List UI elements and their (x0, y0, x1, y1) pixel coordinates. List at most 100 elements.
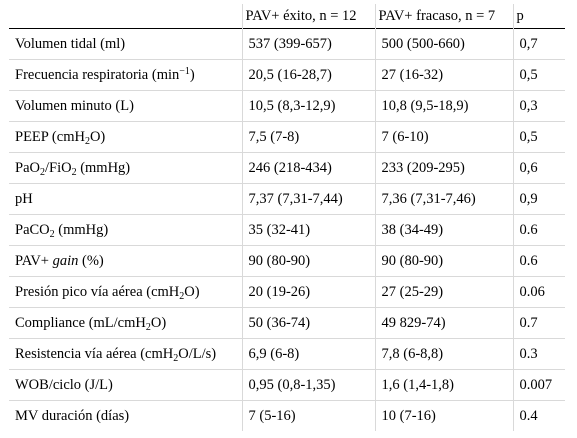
cell-success: 90 (80-90) (241, 245, 375, 277)
header-cell-p: p (512, 4, 565, 29)
parameter-text: Resistencia vía aérea (cmH (15, 346, 174, 362)
cell-parameter: PEEP (cmH2O) (9, 122, 242, 153)
parameter-sup: −1 (179, 66, 190, 77)
parameter-text: PaCO (15, 222, 50, 238)
parameter-text: pH (15, 191, 33, 207)
table-row: Compliance (mL/cmH2O) 50 (36-74) 49 829-74… (9, 307, 565, 339)
cell-parameter: PAV+ gain (%) (9, 246, 242, 277)
cell-success: 35 (32-41) (241, 214, 375, 246)
cell-failure: 27 (25-29) (374, 276, 513, 308)
parameter-after: ) (189, 67, 195, 83)
cell-parameter: Volumen tidal (ml) (9, 29, 242, 60)
parameter-text: Presión pico vía aérea (cmH (15, 284, 180, 300)
cell-p: 0,5 (512, 121, 565, 153)
table-row: Resistencia vía aérea (cmH2O/L/s) 6,9 (6-… (9, 338, 565, 370)
parameter-sub: 2 (179, 291, 185, 302)
parameter-sub2: 2 (71, 167, 77, 178)
table-row: Volumen minuto (L) 10,5 (8,3-12,9) 10,8 (9… (9, 90, 565, 122)
parameter-after: O) (184, 284, 200, 300)
cell-success: 7,37 (7,31-7,44) (241, 183, 375, 215)
table-row: Frecuencia respiratoria (min−1) 20,5 (16-… (9, 59, 565, 91)
parameter-mid: /FiO (44, 160, 72, 176)
parameter-sub: 2 (49, 229, 55, 240)
cell-parameter: Presión pico vía aérea (cmH2O) (9, 277, 242, 308)
parameter-text: PEEP (cmH (15, 129, 85, 145)
cell-parameter: Frecuencia respiratoria (min−1) (9, 60, 242, 91)
table-row: PaO2/FiO2 (mmHg) 246 (218-434) 233 (209-29… (9, 152, 565, 184)
cell-p: 0.6 (512, 245, 565, 277)
table-row: PAV+ gain (%) 90 (80-90) 90 (80-90) 0.6 (9, 245, 565, 277)
cell-success: 0,95 (0,8-1,35) (241, 369, 375, 401)
parameter-after: O/L/s) (178, 346, 217, 362)
cell-success: 6,9 (6-8) (241, 338, 375, 370)
cell-success: 10,5 (8,3-12,9) (241, 90, 375, 122)
cell-success: 537 (399-657) (241, 28, 375, 60)
parameter-after: O) (89, 129, 106, 145)
parameter-ital: gain (52, 253, 79, 269)
parameter-text: MV duración (días) (15, 408, 130, 424)
parameter-text: Compliance (mL/cmH (15, 315, 146, 331)
cell-failure: 10 (7-16) (374, 400, 513, 431)
parameter-after: (%) (78, 253, 104, 269)
cell-p: 0.6 (512, 214, 565, 246)
cell-p: 0,6 (512, 152, 565, 184)
parameter-sub: 2 (84, 136, 90, 147)
cell-success: 246 (218-434) (241, 152, 375, 184)
parameter-text: WOB/ciclo (J/L) (15, 377, 113, 393)
table-body: Volumen tidal (ml) 537 (399-657) 500 (500-… (9, 28, 565, 432)
cell-p: 0,5 (512, 59, 565, 91)
parameter-text: Volumen minuto (L) (15, 98, 134, 114)
cell-parameter: Compliance (mL/cmH2O) (9, 308, 242, 339)
cell-parameter: MV duración (días) (9, 401, 242, 432)
parameter-text: Frecuencia respiratoria (min (15, 67, 180, 83)
cell-success: 20,5 (16-28,7) (241, 59, 375, 91)
table-row: PEEP (cmH2O) 7,5 (7-8) 7 (6-10) 0,5 (9, 121, 565, 153)
cell-p: 0,9 (512, 183, 565, 215)
cell-p: 0.007 (512, 369, 565, 401)
cell-failure: 27 (16-32) (374, 59, 513, 91)
cell-p: 0.06 (512, 276, 565, 308)
cell-failure: 7,8 (6-8,8) (374, 338, 513, 370)
cell-parameter: WOB/ciclo (J/L) (9, 370, 242, 401)
cell-p: 0,7 (512, 28, 565, 60)
parameter-sub: 2 (145, 322, 151, 333)
parameter-after: (mmHg) (76, 160, 131, 176)
cell-failure: 90 (80-90) (374, 245, 513, 277)
cell-parameter: PaO2/FiO2 (mmHg) (9, 153, 242, 184)
header-cell-success: PAV+ éxito, n = 12 (241, 4, 375, 29)
cell-p: 0,3 (512, 90, 565, 122)
cell-success: 7 (5-16) (241, 400, 375, 431)
parameter-text: PaO (15, 160, 40, 176)
cell-failure: 500 (500-660) (374, 28, 513, 60)
parameter-text: PAV+ (15, 253, 53, 269)
cell-failure: 7 (6-10) (374, 121, 513, 153)
cell-failure: 7,36 (7,31-7,46) (374, 183, 513, 215)
table-row: Presión pico vía aérea (cmH2O) 20 (19-26)… (9, 276, 565, 308)
cell-success: 20 (19-26) (241, 276, 375, 308)
header-row: PAV+ éxito, n = 12 PAV+ fracaso, n = 7 p (9, 4, 565, 29)
cell-failure: 38 (34-49) (374, 214, 513, 246)
table-row: Volumen tidal (ml) 537 (399-657) 500 (500-… (9, 28, 565, 60)
cell-parameter: PaCO2 (mmHg) (9, 215, 242, 246)
cell-failure: 1,6 (1,4-1,8) (374, 369, 513, 401)
table-row: pH 7,37 (7,31-7,44) 7,36 (7,31-7,46) 0,9 (9, 183, 565, 215)
parameter-after: (mmHg) (54, 222, 109, 238)
data-table: PAV+ éxito, n = 12 PAV+ fracaso, n = 7 p… (9, 4, 565, 431)
cell-parameter: Resistencia vía aérea (cmH2O/L/s) (9, 339, 242, 370)
parameter-after: O) (150, 315, 167, 331)
cell-p: 0.3 (512, 338, 565, 370)
cell-p: 0.7 (512, 307, 565, 339)
header-cell-parameter (9, 4, 242, 29)
header-cell-failure: PAV+ fracaso, n = 7 (374, 4, 513, 29)
cell-failure: 10,8 (9,5-18,9) (374, 90, 513, 122)
cell-parameter: Volumen minuto (L) (9, 91, 242, 122)
cell-parameter: pH (9, 184, 242, 215)
table-row: WOB/ciclo (J/L) 0,95 (0,8-1,35) 1,6 (1,4-1… (9, 369, 565, 401)
parameter-text: Volumen tidal (ml) (15, 36, 126, 52)
cell-failure: 49 829-74) (374, 307, 513, 339)
cell-success: 50 (36-74) (241, 307, 375, 339)
parameter-sub: 2 (39, 167, 45, 178)
table-row: PaCO2 (mmHg) 35 (32-41) 38 (34-49) 0.6 (9, 214, 565, 246)
cell-p: 0.4 (512, 400, 565, 431)
cell-success: 7,5 (7-8) (241, 121, 375, 153)
